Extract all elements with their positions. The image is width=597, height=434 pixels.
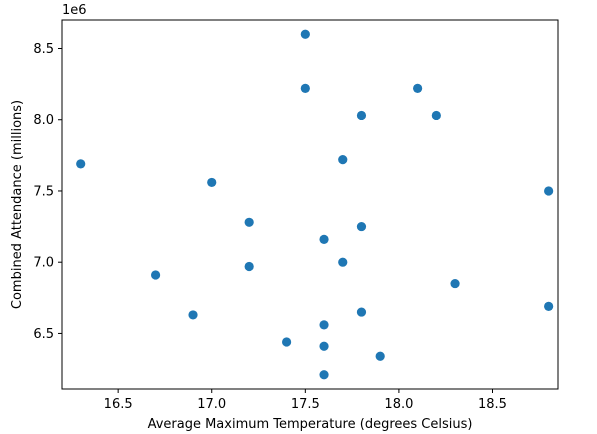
scatter-point bbox=[356, 110, 367, 121]
x-tick-label: 16.5 bbox=[104, 397, 133, 412]
scatter-point bbox=[319, 370, 329, 380]
scatter-point bbox=[413, 83, 423, 93]
y-tick-label: 7.5 bbox=[33, 184, 54, 199]
scatter-point bbox=[319, 341, 329, 351]
scatter-point bbox=[356, 307, 367, 317]
scatter-point bbox=[207, 177, 217, 188]
y-axis-label: Combined Attendance (millions) bbox=[10, 100, 25, 309]
scatter-point bbox=[76, 159, 86, 169]
scatter-point bbox=[300, 83, 310, 93]
y-tick-label: 7.0 bbox=[33, 256, 54, 271]
y-tick-label: 6.5 bbox=[33, 327, 54, 342]
x-tick-label: 18.0 bbox=[384, 397, 413, 412]
x-axis-label: Average Maximum Temperature (degrees Cel… bbox=[148, 417, 473, 432]
scatter-point bbox=[375, 351, 385, 361]
ticks-layer: 16.5 17.0 17.5 18.0 18.5 6.5 7.0 7.5 8.0 8.5 bbox=[33, 42, 507, 412]
x-tick-label: 17.5 bbox=[291, 397, 320, 412]
y-axis-offset-label: 1e6 bbox=[62, 3, 87, 18]
scatter-point bbox=[300, 29, 310, 39]
scatter-point bbox=[431, 110, 441, 121]
scatter-point bbox=[450, 278, 460, 289]
scatter-point bbox=[244, 261, 254, 272]
scatter-point bbox=[188, 310, 198, 320]
scatter-point bbox=[150, 270, 161, 280]
scatter-point bbox=[338, 155, 348, 165]
scatter-point bbox=[338, 257, 348, 267]
x-tick-label: 18.5 bbox=[478, 397, 507, 412]
y-tick-label: 8.5 bbox=[33, 42, 54, 57]
scatter-point bbox=[244, 217, 254, 227]
y-tick-label: 8.0 bbox=[33, 113, 54, 128]
points-layer bbox=[76, 29, 554, 380]
x-tick-label: 17.0 bbox=[197, 397, 226, 412]
scatter-point bbox=[544, 186, 554, 196]
scatter-point bbox=[319, 234, 329, 245]
plot-frame bbox=[61, 19, 559, 390]
scatter-point bbox=[282, 337, 292, 347]
scatter-point bbox=[356, 221, 367, 232]
scatter-point bbox=[544, 301, 554, 311]
scatter-point bbox=[319, 320, 329, 330]
